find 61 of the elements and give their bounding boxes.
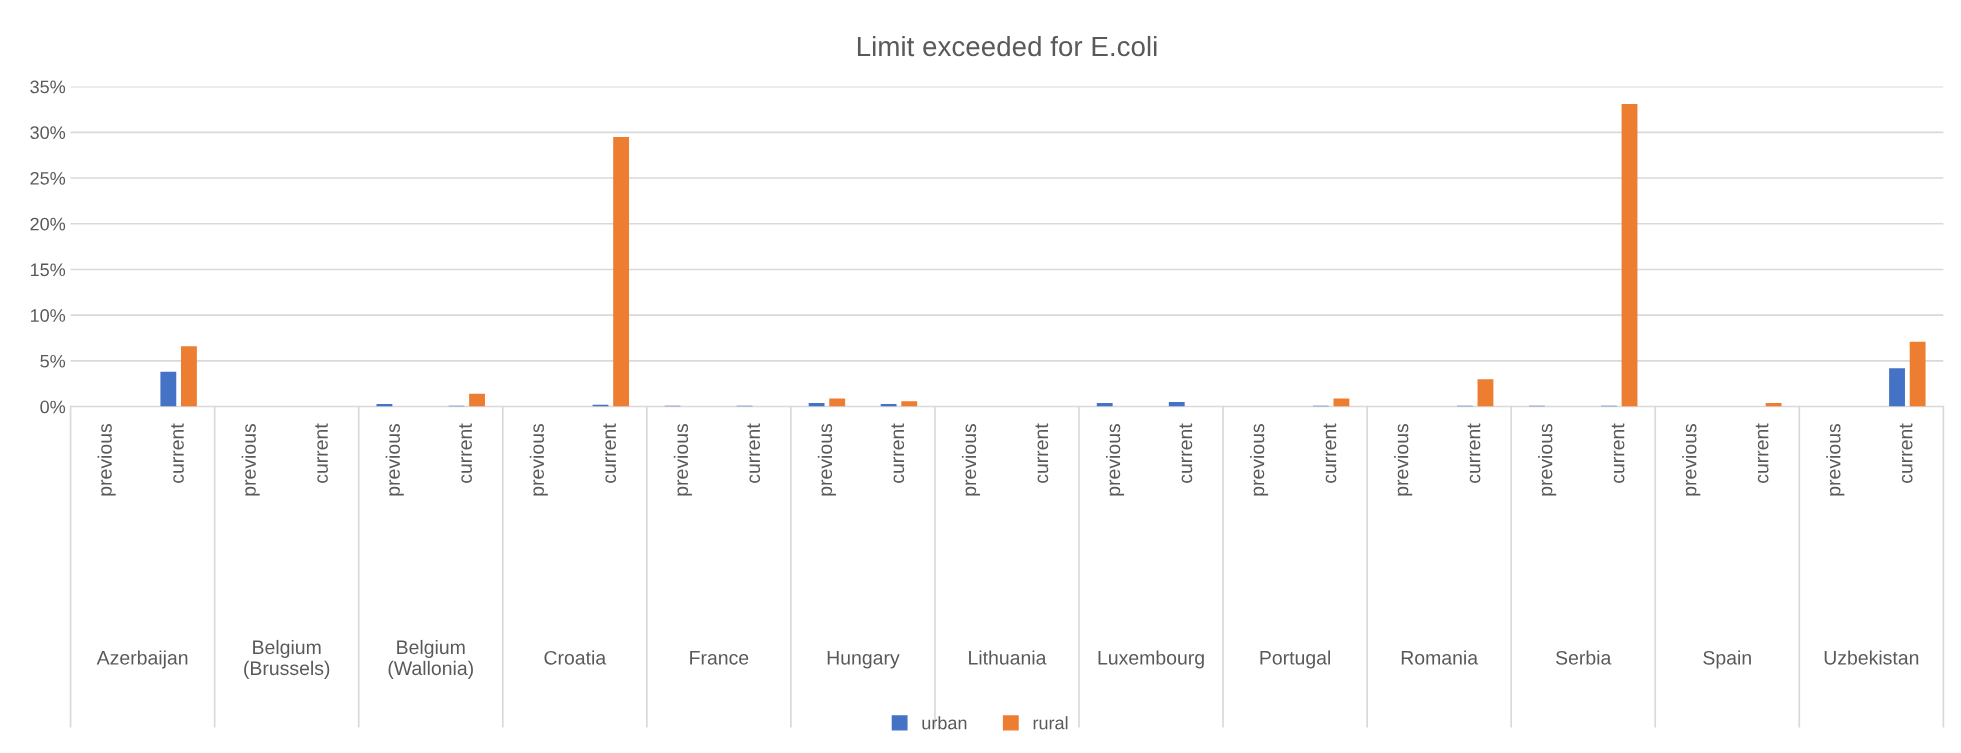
bar (613, 136, 630, 407)
x-tick-label: previous (529, 423, 548, 496)
x-tick-label: previous (385, 423, 404, 496)
y-tick-label: 20% (30, 217, 66, 231)
x-tick-label: previous (1538, 423, 1557, 496)
x-tick-label: current (1179, 423, 1193, 483)
bar (160, 371, 177, 407)
x-tick-label: current (603, 423, 617, 483)
bar (1889, 368, 1905, 407)
x-tick-label: current (747, 423, 761, 483)
bar (829, 398, 846, 407)
x-tick-label: previous (241, 423, 260, 496)
y-tick-label: 0% (40, 400, 66, 414)
bar (181, 346, 197, 407)
x-tick-label: current (459, 423, 472, 483)
x-tick-label: current (171, 423, 184, 483)
bar (1909, 341, 1926, 407)
y-tick-label: 25% (30, 171, 66, 185)
x-tick-label: current (891, 423, 905, 483)
x-tick-label: previous (817, 423, 836, 496)
text: Lithuania (969, 650, 1047, 665)
text: Azerbaijan (96, 650, 188, 669)
text: Luxembourg (1098, 650, 1204, 669)
bar (1621, 103, 1638, 407)
y-tick-label: 30% (30, 126, 66, 140)
x-tick-label: current (1611, 423, 1625, 483)
x-tick-label: previous (673, 423, 692, 496)
bar (1477, 379, 1494, 407)
text: Belgium (Brussels) (244, 639, 330, 679)
x-tick-label: previous (1394, 423, 1413, 496)
legend-label: rural (1033, 716, 1068, 730)
x-tick-label: previous (1250, 423, 1269, 496)
text: Serbia (1555, 650, 1612, 665)
x-tick-label: current (1035, 423, 1049, 483)
x-tick-label: current (1899, 423, 1913, 483)
x-tick-label: previous (1105, 423, 1125, 496)
y-tick-label: 35% (30, 80, 66, 94)
text: France (690, 651, 749, 665)
y-tick-label: 10% (30, 309, 66, 322)
y-tick-label: 5% (40, 354, 66, 368)
text: Spain (1703, 650, 1751, 669)
x-tick-label: previous (1682, 423, 1701, 496)
x-tick-label: previous (1826, 423, 1845, 496)
x-tick-label: previous (97, 423, 116, 496)
text: Hungary (827, 651, 900, 669)
text: Croatia (544, 650, 607, 665)
x-tick-label: current (1755, 423, 1769, 483)
text: Romania (1401, 650, 1479, 665)
bar (1333, 398, 1350, 407)
bar (901, 401, 918, 407)
x-tick-label: current (1323, 423, 1337, 483)
x-tick-label: current (315, 423, 328, 483)
text: Portugal (1260, 650, 1330, 669)
text: Belgium (Wallonia) (388, 639, 473, 679)
x-tick-label: current (1467, 423, 1481, 483)
chart-title: Limit exceeded for E.coli (857, 35, 1157, 57)
y-tick-label: 15% (30, 263, 66, 277)
legend-label: urban (922, 716, 967, 730)
x-tick-label: previous (961, 423, 981, 496)
text: Uzbekistan (1824, 650, 1919, 665)
bar (469, 393, 485, 407)
